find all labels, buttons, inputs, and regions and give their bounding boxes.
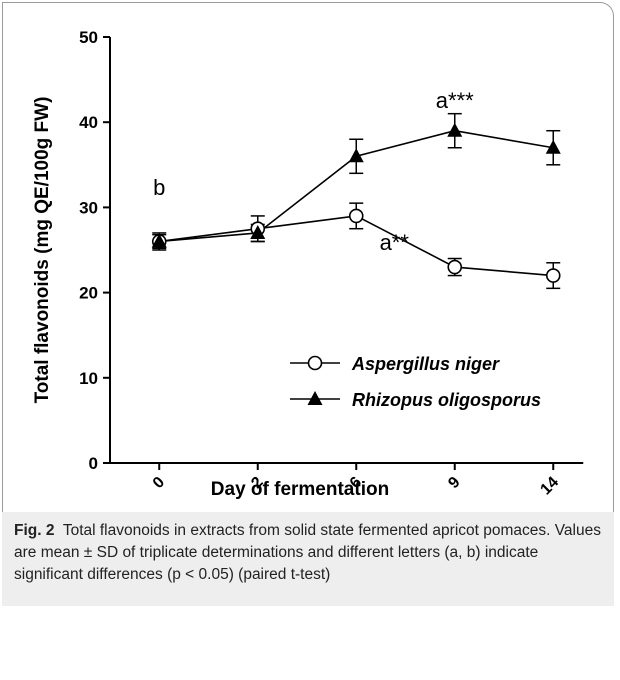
- y-tick-label: 0: [89, 454, 98, 473]
- annotation: a**: [380, 230, 410, 255]
- x-tick-label: 0: [150, 474, 168, 492]
- marker: [447, 122, 463, 137]
- y-tick-label: 50: [79, 28, 98, 47]
- legend-label: Rhizopus oligosporus: [352, 390, 541, 410]
- x-axis-label: Day of fermentation: [211, 479, 389, 500]
- marker: [545, 139, 561, 154]
- marker: [447, 259, 463, 275]
- annotation: b: [153, 175, 165, 200]
- figure-frame: [2, 2, 614, 604]
- caption-box: [2, 512, 614, 606]
- x-tick-label: 14: [537, 474, 562, 499]
- x-tick-label: 9: [445, 474, 463, 492]
- caption: Fig. 2 Total flavonoids in extracts from…: [14, 520, 606, 586]
- marker: [545, 268, 561, 283]
- chart: Day of fermentation Total flavonoids (mg…: [32, 28, 584, 500]
- y-tick-label: 40: [79, 113, 98, 132]
- y-tick-label: 20: [79, 284, 98, 303]
- marker: [348, 148, 364, 163]
- legend-label: Aspergillus niger: [351, 354, 500, 374]
- caption-label: Fig. 2: [14, 522, 55, 539]
- y-tick-label: 10: [79, 369, 98, 388]
- y-tick-label: 30: [79, 198, 98, 217]
- y-axis-label: Total flavonoids (mg QE/100g FW): [32, 97, 53, 404]
- marker: [348, 208, 364, 224]
- marker: [151, 233, 167, 248]
- marker: [307, 391, 323, 405]
- caption-text: Total flavonoids in extracts from solid …: [14, 522, 601, 583]
- annotation: a***: [436, 88, 474, 113]
- marker: [250, 224, 266, 239]
- marker: [307, 355, 323, 371]
